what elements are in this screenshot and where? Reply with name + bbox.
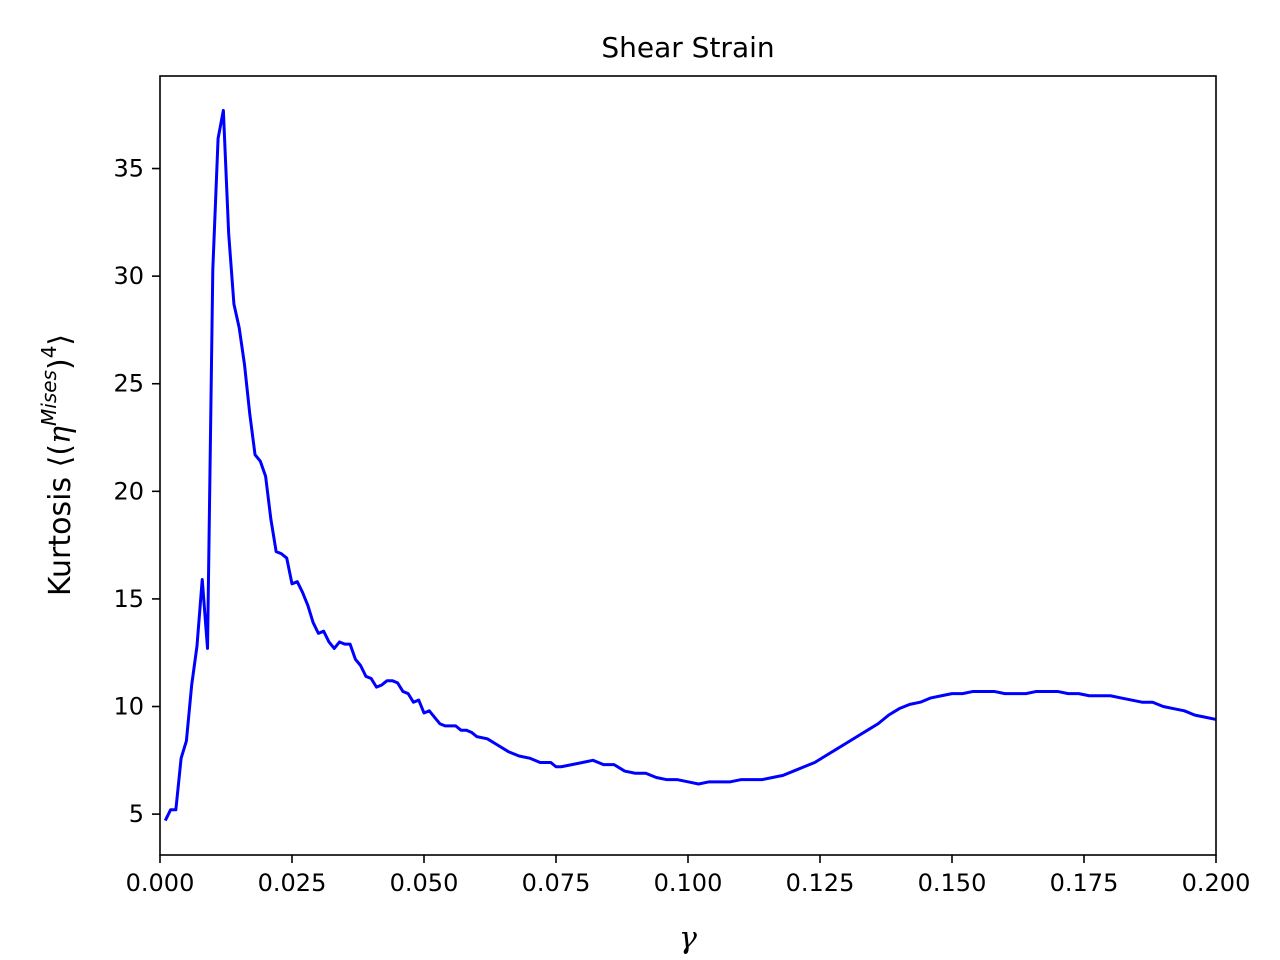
x-tick-label: 0.000 xyxy=(126,869,195,897)
y-tick-label: 10 xyxy=(113,693,144,721)
y-label-suffix: ) xyxy=(43,358,78,370)
y-tick-label: 15 xyxy=(113,585,144,613)
x-tick-label: 0.175 xyxy=(1050,869,1119,897)
x-tick-label: 0.050 xyxy=(390,869,459,897)
plot-area-frame xyxy=(159,75,1217,856)
y-label-power: 4 xyxy=(37,346,61,359)
x-tick-label: 0.200 xyxy=(1182,869,1251,897)
y-label-eta: η xyxy=(43,426,78,444)
y-tick-label: 20 xyxy=(113,477,144,505)
kurtosis-series-line xyxy=(163,108,1217,822)
x-tick-label: 0.125 xyxy=(786,869,855,897)
x-tick-label: 0.025 xyxy=(258,869,327,897)
x-axis-ticks: 0.000 0.025 0.050 0.075 0.100 0.125 0.150 0.175… xyxy=(126,855,1251,897)
x-tick-label: 0.075 xyxy=(522,869,591,897)
x-tick-label: 0.100 xyxy=(654,869,723,897)
y-tick-label: 35 xyxy=(113,155,144,183)
y-label-prefix: Kurtosis ⟨( xyxy=(43,444,78,596)
y-tick-label: 30 xyxy=(113,262,144,290)
y-axis-ticks: 5 10 15 20 25 30 35 xyxy=(113,155,160,828)
y-tick-label: 5 xyxy=(129,800,144,828)
series-layer xyxy=(163,108,1217,822)
y-label-close: ⟩ xyxy=(43,334,78,346)
x-tick-label: 0.150 xyxy=(918,869,987,897)
y-label-superscript: Mises xyxy=(37,370,61,426)
y-axis-label: Kurtosis ⟨(ηMises)4⟩ xyxy=(37,334,78,596)
chart-title: Shear Strain xyxy=(601,31,774,64)
y-tick-label: 25 xyxy=(113,370,144,398)
x-axis-label: γ xyxy=(679,921,697,956)
